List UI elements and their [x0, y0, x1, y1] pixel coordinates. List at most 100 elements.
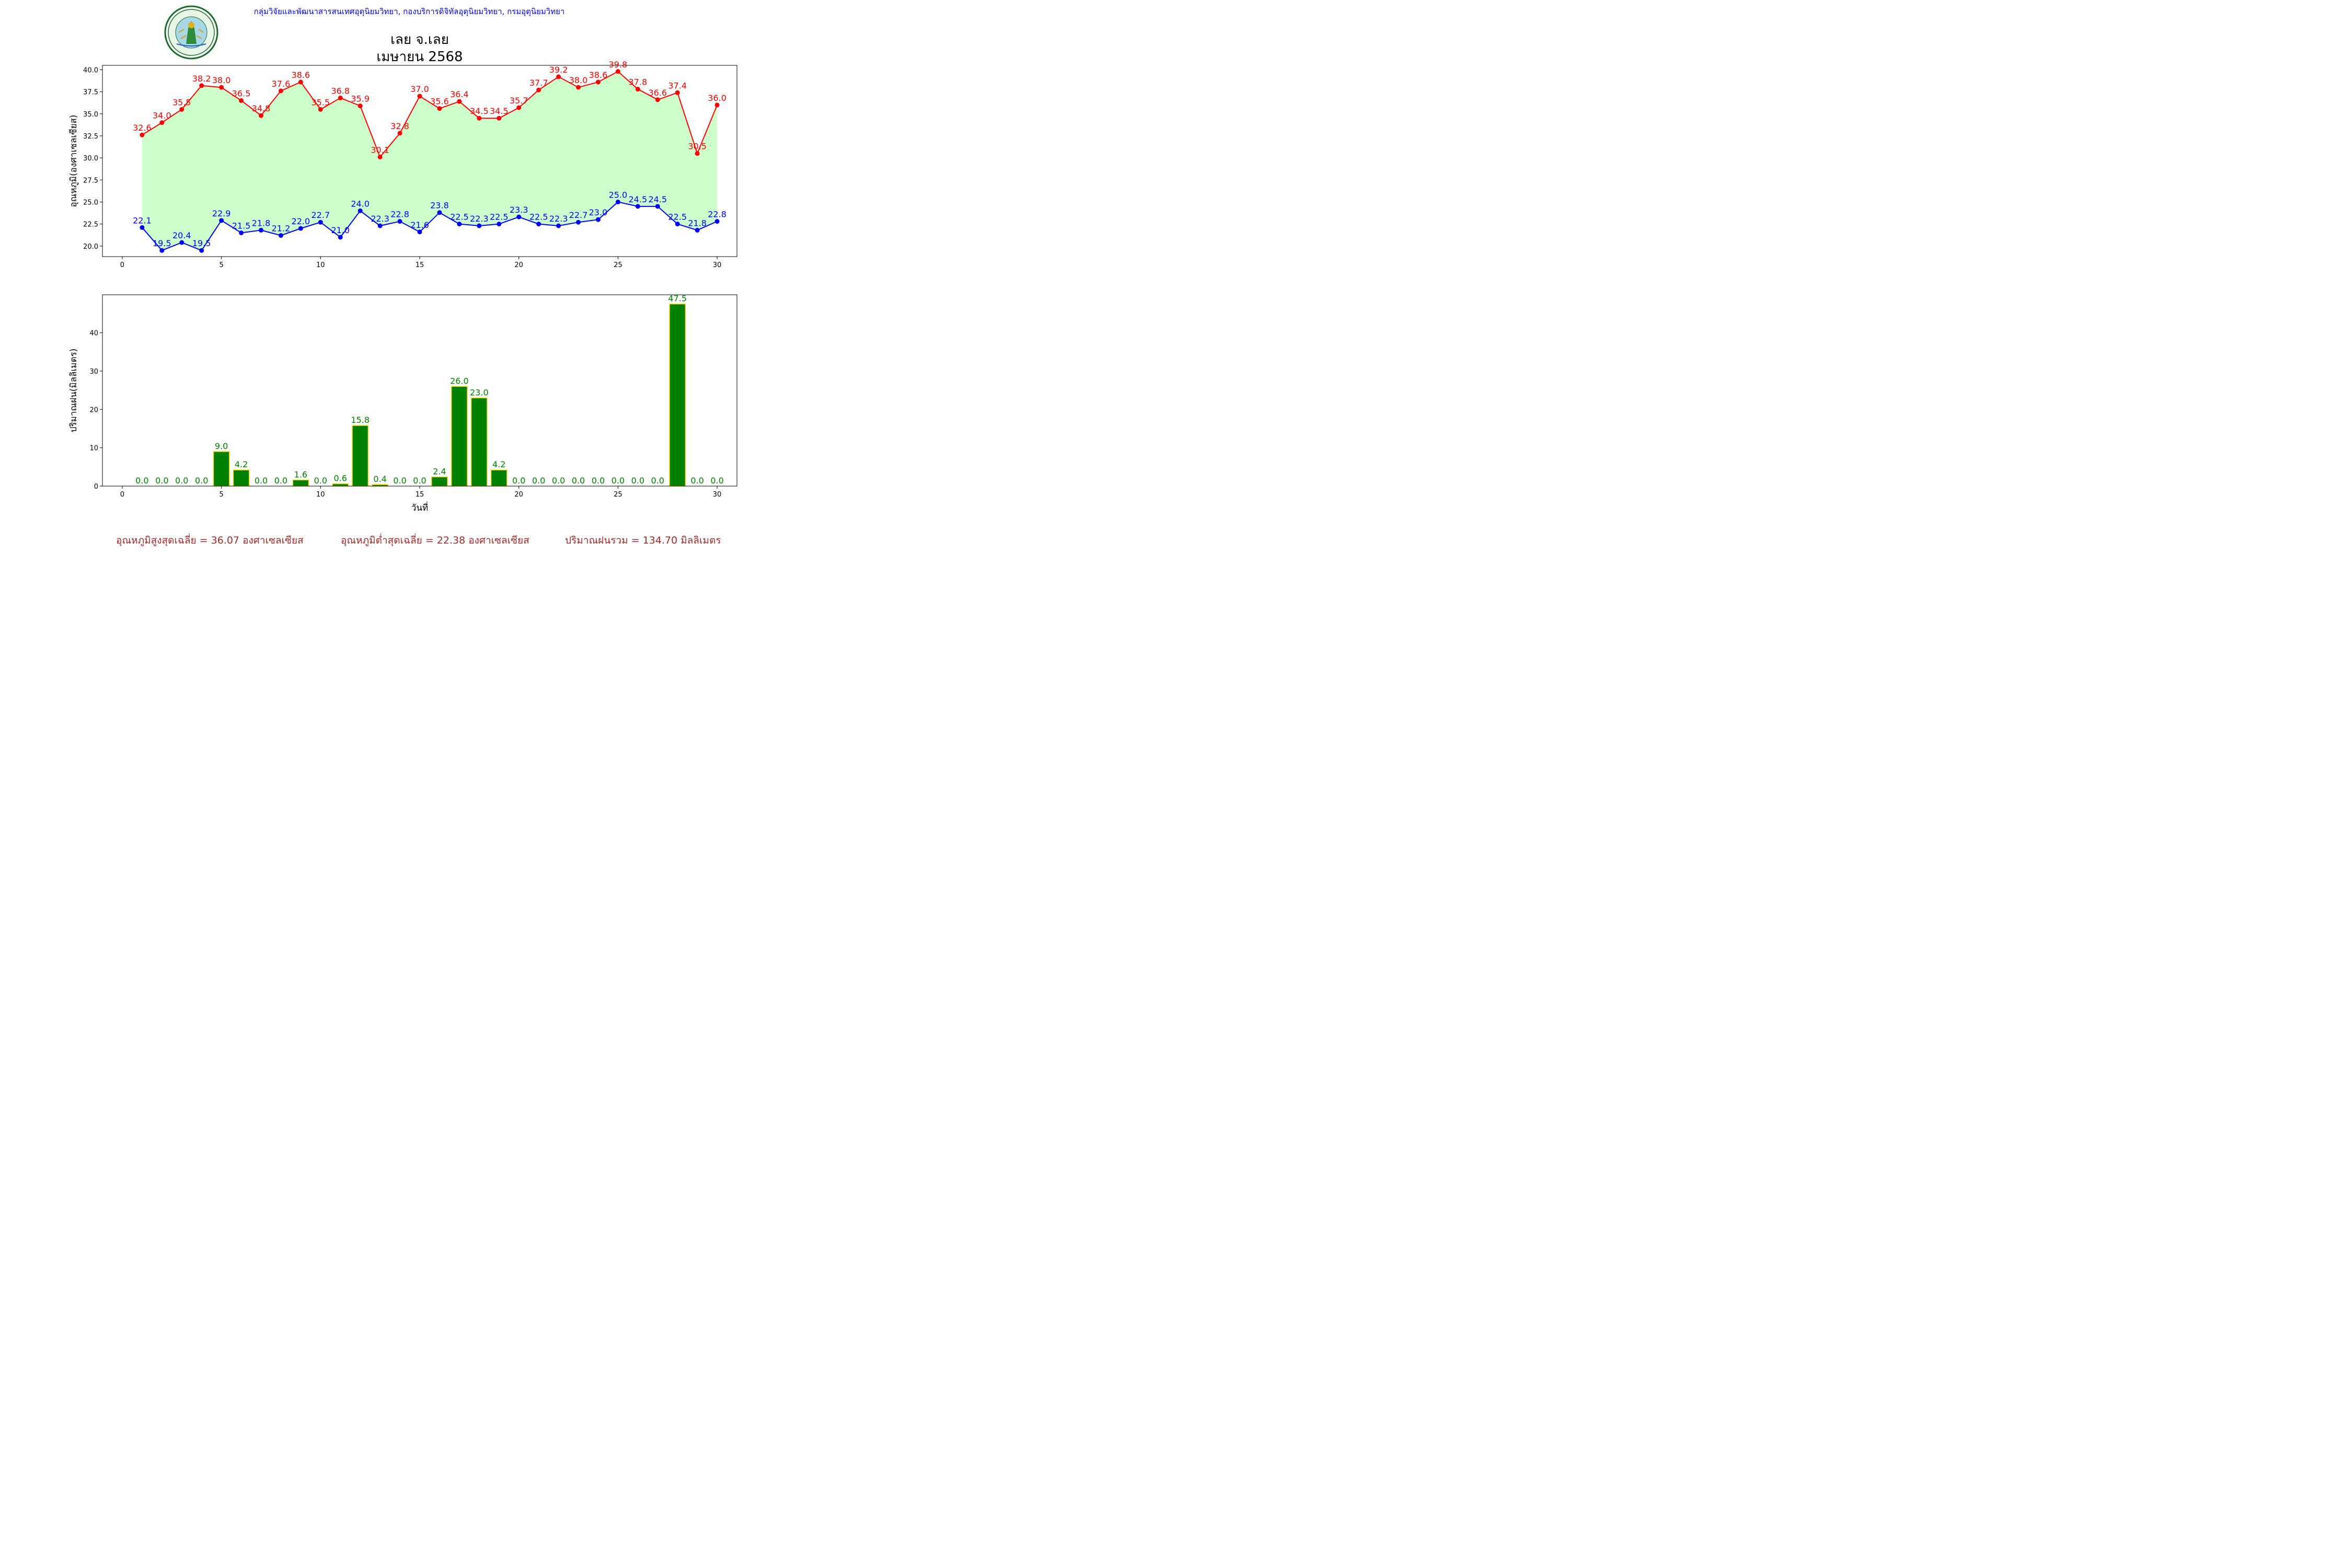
- min-temp-value-label: 22.5: [529, 212, 548, 222]
- max-temp-value-label: 36.4: [450, 89, 469, 99]
- x-tick-label: 10: [316, 491, 325, 499]
- y-tick-label: 40: [89, 330, 98, 338]
- rain-bar: [233, 469, 250, 487]
- min-temp-point: [457, 222, 462, 227]
- rain-value-label: 9.0: [215, 441, 228, 451]
- min-temp-value-label: 24.0: [351, 199, 370, 209]
- rain-bar: [451, 386, 468, 487]
- rain-value-label: 0.4: [373, 474, 386, 484]
- max-temp-value-label: 39.8: [609, 60, 628, 70]
- min-temp-point: [377, 223, 383, 228]
- max-temp-point: [159, 120, 165, 125]
- max-temp-value-label: 35.5: [172, 97, 191, 107]
- y-tick-label: 40.0: [83, 66, 98, 74]
- y-tick-label: 22.5: [83, 221, 98, 229]
- x-tick-label: 30: [713, 261, 722, 269]
- rain-value-label: 23.0: [470, 387, 489, 397]
- max-temp-value-label: 35.6: [430, 97, 449, 107]
- min-temp-point: [576, 220, 581, 225]
- y-tick-label: 0: [94, 483, 98, 491]
- max-temp-point: [199, 83, 204, 88]
- min-temp-value-label: 21.8: [252, 218, 271, 228]
- rain-bar: [292, 479, 309, 487]
- max-temp-point: [338, 95, 343, 100]
- min-temp-point: [536, 222, 541, 227]
- max-temp-point: [497, 116, 502, 121]
- x-tick-label: 0: [120, 491, 124, 499]
- max-temp-point: [714, 102, 720, 108]
- max-temp-value-label: 36.5: [232, 88, 251, 98]
- max-temp-value-label: 35.9: [351, 94, 370, 104]
- chart-title-line1: เลย จ.เลย: [390, 32, 449, 48]
- min-temp-point: [595, 217, 601, 222]
- x-tick-label: 25: [614, 261, 622, 269]
- min-temp-value-label: 22.3: [470, 214, 489, 224]
- max-temp-point: [140, 132, 145, 137]
- min-temp-value-label: 24.5: [648, 194, 667, 204]
- rain-value-label: 0.0: [532, 476, 545, 486]
- x-tick-label: 5: [219, 261, 223, 269]
- min-temp-value-label: 22.7: [569, 210, 588, 220]
- rain-bar: [470, 397, 488, 487]
- max-temp-value-label: 30.5: [688, 142, 707, 152]
- min-temp-value-label: 21.2: [272, 224, 291, 234]
- min-temp-value-label: 21.8: [688, 218, 707, 228]
- rain-value-label: 15.8: [351, 415, 370, 425]
- min-temp-value-label: 19.5: [192, 238, 211, 248]
- rain-value-label: 0.0: [710, 476, 723, 486]
- min-temp-point: [497, 222, 502, 227]
- y-tick-label: 27.5: [83, 177, 98, 185]
- max-temp-value-label: 36.0: [708, 93, 727, 103]
- rain-value-label: 0.0: [195, 476, 208, 486]
- min-temp-value-label: 20.4: [172, 230, 191, 240]
- rain-bar: [213, 451, 230, 487]
- rain-value-label: 0.0: [135, 476, 148, 486]
- min-temp-point: [298, 226, 303, 231]
- min-temp-point: [417, 229, 422, 235]
- max-temp-value-label: 32.8: [390, 121, 409, 131]
- min-temp-point: [397, 219, 402, 224]
- department-logo: [164, 5, 218, 60]
- min-temp-point: [615, 199, 620, 204]
- min-temp-point: [358, 208, 363, 213]
- plot-frame: [102, 294, 737, 487]
- max-temp-value-label: 36.8: [331, 86, 350, 96]
- max-temp-point: [318, 107, 323, 112]
- max-temp-point: [695, 151, 700, 156]
- rain-value-label: 0.0: [690, 476, 704, 486]
- min-temp-point: [437, 210, 442, 215]
- max-temp-value-label: 30.1: [371, 145, 389, 155]
- rain-value-label: 4.2: [235, 459, 248, 469]
- rain-value-label: 0.0: [393, 476, 406, 486]
- min-temp-point: [338, 235, 343, 240]
- min-temp-value-label: 19.5: [153, 238, 171, 248]
- org-line: กลุ่มวิจัยและพัฒนาสารสนเทศอุตุนิยมวิทยา,…: [254, 7, 565, 17]
- min-temp-value-label: 23.8: [430, 201, 449, 211]
- rain-bar: [669, 303, 686, 487]
- min-temp-value-label: 23.3: [510, 205, 528, 215]
- y-tick-label: 20: [89, 406, 98, 414]
- max-temp-point: [675, 90, 680, 95]
- x-tick-label: 20: [514, 491, 523, 499]
- rain-bar: [352, 425, 369, 487]
- rain-value-label: 0.0: [155, 476, 168, 486]
- x-tick-label: 0: [120, 261, 124, 269]
- max-temp-point: [457, 99, 462, 104]
- min-temp-value-label: 22.8: [708, 210, 727, 220]
- rain-value-label: 0.6: [334, 474, 347, 483]
- x-axis-label: วันที่: [411, 501, 428, 513]
- max-temp-point: [595, 79, 601, 85]
- min-temp-value-label: 23.0: [589, 207, 608, 217]
- max-temp-point: [298, 79, 303, 85]
- max-temp-point: [259, 113, 263, 118]
- x-tick-label: 15: [416, 491, 424, 499]
- temperature-range-fill: [142, 71, 718, 251]
- max-temp-value-label: 37.6: [272, 79, 291, 89]
- min-temp-value-label: 22.1: [133, 215, 152, 225]
- rain-value-label: 0.0: [572, 476, 585, 486]
- total-rainfall-text: ปริมาณฝนรวม = 134.70 มิลลิเมตร: [565, 535, 721, 546]
- min-temp-value-label: 22.9: [212, 209, 231, 218]
- min-temp-value-label: 22.5: [450, 212, 469, 222]
- max-temp-value-label: 37.0: [410, 84, 429, 94]
- y-tick-label: 37.5: [83, 89, 98, 97]
